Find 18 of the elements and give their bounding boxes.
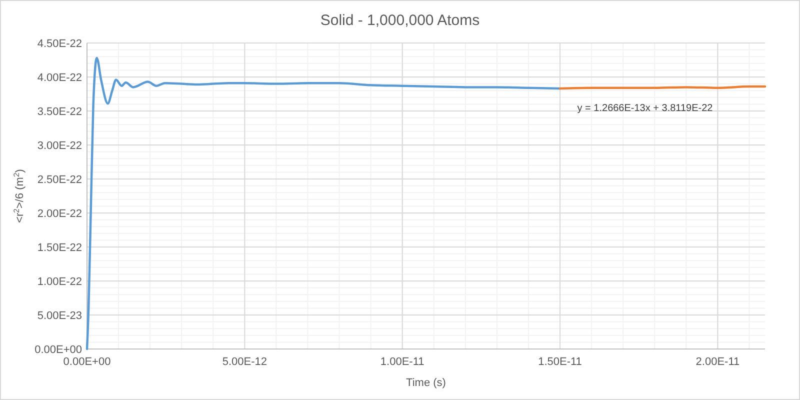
x-tick-label: 1.00E-11 bbox=[380, 356, 424, 368]
y-tick-label: 4.00E-22 bbox=[37, 72, 82, 84]
y-tick-label: 0.00E+00 bbox=[34, 344, 82, 356]
y-tick-label: 1.50E-22 bbox=[37, 242, 82, 254]
y-tick-label: 2.00E-22 bbox=[37, 208, 82, 220]
y-tick-label: 5.00E-23 bbox=[37, 310, 82, 322]
y-tick-label: 3.00E-22 bbox=[37, 140, 82, 152]
x-tick-label: 5.00E-12 bbox=[222, 356, 268, 368]
x-tick-label: 2.00E-11 bbox=[696, 356, 740, 368]
y-tick-label: 1.00E-22 bbox=[37, 276, 82, 288]
y-tick-label: 3.50E-22 bbox=[37, 106, 82, 118]
x-axis-title: Time (s) bbox=[406, 377, 446, 389]
annotation: y = 1.2666E-13x + 3.8119E-22 bbox=[577, 103, 714, 114]
x-tick-label: 1.50E-11 bbox=[538, 356, 582, 368]
y-tick-label: 4.50E-22 bbox=[37, 38, 82, 50]
y-tick-label: 2.50E-22 bbox=[37, 174, 82, 186]
chart-title: Solid - 1,000,000 Atoms bbox=[320, 12, 480, 29]
x-tick-label: 0.00E+00 bbox=[63, 356, 111, 368]
